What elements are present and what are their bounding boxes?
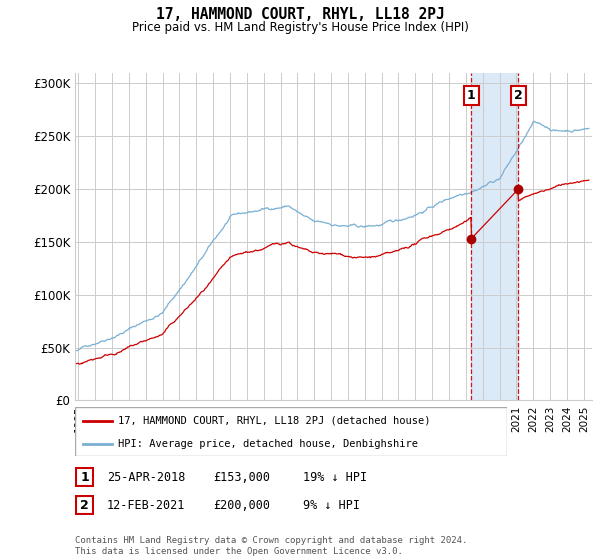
- Text: 1: 1: [467, 89, 476, 102]
- Text: 9% ↓ HPI: 9% ↓ HPI: [303, 498, 360, 512]
- Text: 25-APR-2018: 25-APR-2018: [107, 470, 185, 484]
- Text: £153,000: £153,000: [213, 470, 270, 484]
- Text: 1: 1: [80, 470, 89, 484]
- FancyBboxPatch shape: [76, 468, 93, 486]
- FancyBboxPatch shape: [75, 407, 507, 456]
- Text: HPI: Average price, detached house, Denbighshire: HPI: Average price, detached house, Denb…: [118, 439, 418, 449]
- Text: 2: 2: [80, 498, 89, 512]
- Text: £200,000: £200,000: [213, 498, 270, 512]
- FancyBboxPatch shape: [76, 496, 93, 514]
- Text: 17, HAMMOND COURT, RHYL, LL18 2PJ: 17, HAMMOND COURT, RHYL, LL18 2PJ: [155, 7, 445, 22]
- Text: 2: 2: [514, 89, 523, 102]
- Text: 17, HAMMOND COURT, RHYL, LL18 2PJ (detached house): 17, HAMMOND COURT, RHYL, LL18 2PJ (detac…: [118, 416, 431, 426]
- Text: 12-FEB-2021: 12-FEB-2021: [107, 498, 185, 512]
- Text: Contains HM Land Registry data © Crown copyright and database right 2024.
This d: Contains HM Land Registry data © Crown c…: [75, 536, 467, 556]
- Text: Price paid vs. HM Land Registry's House Price Index (HPI): Price paid vs. HM Land Registry's House …: [131, 21, 469, 34]
- Bar: [471, 73, 518, 400]
- Text: 19% ↓ HPI: 19% ↓ HPI: [303, 470, 367, 484]
